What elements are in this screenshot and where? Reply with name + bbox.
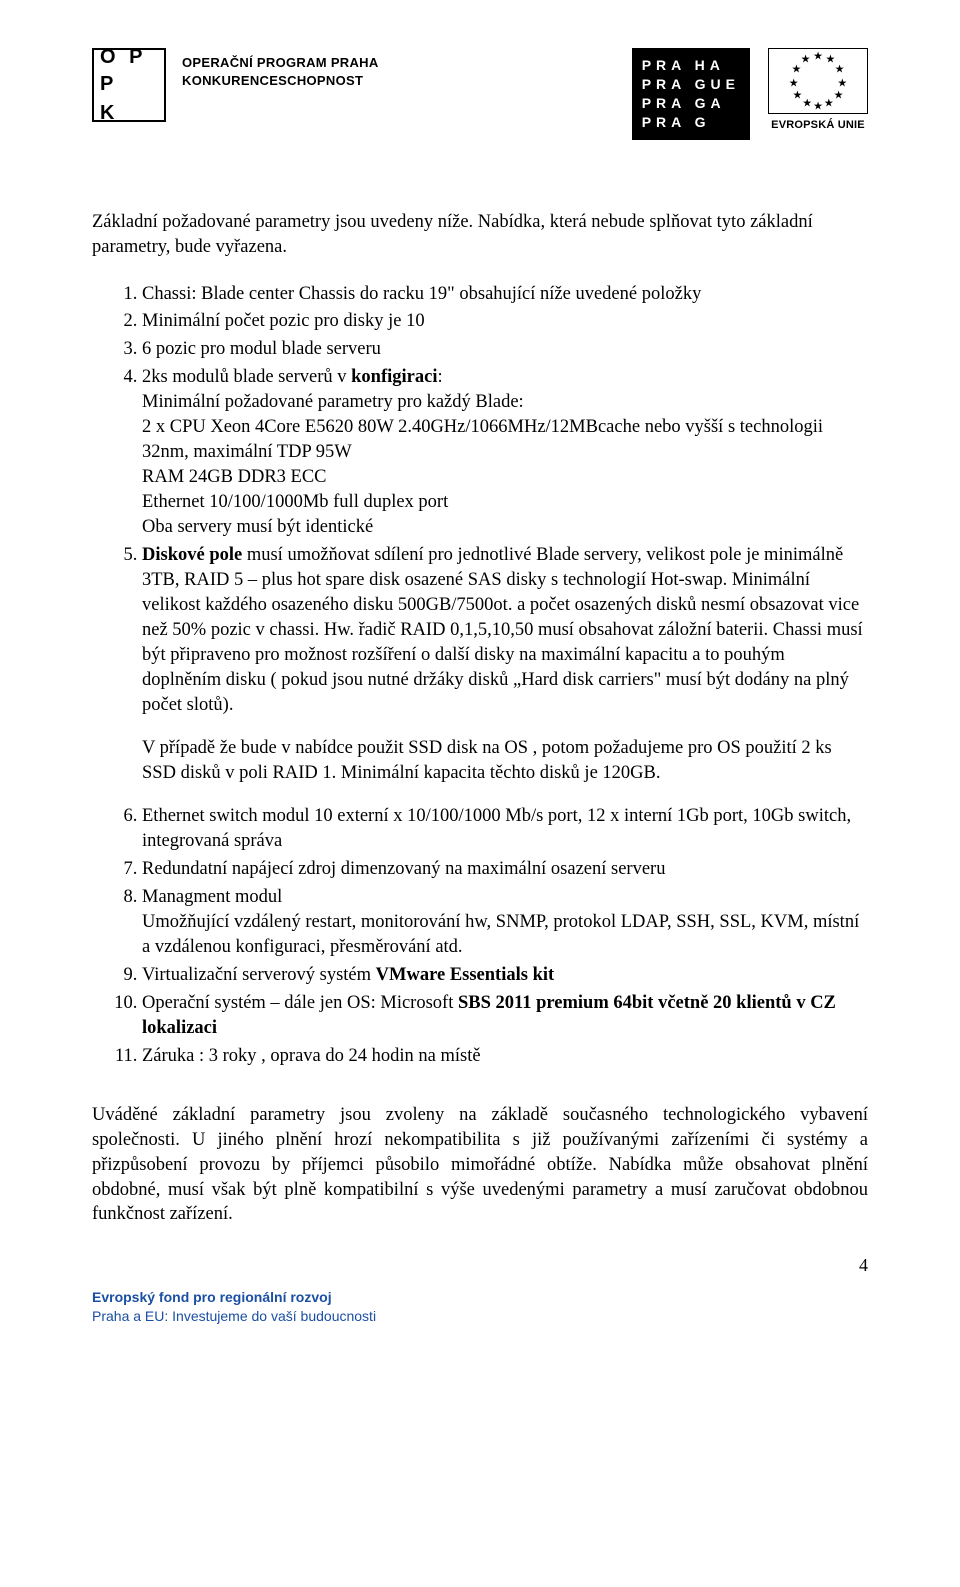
item-text: Managment modul xyxy=(142,887,282,907)
right-logos: PRA HA PRA GUE PRA GA PRA G ★ ★ ★ ★ ★ ★ … xyxy=(632,48,868,140)
item-text: Operační systém – dále jen OS: Microsoft xyxy=(142,993,458,1013)
item-text: musí umožňovat sdílení pro jednotlivé Bl… xyxy=(142,545,863,715)
item-text: : xyxy=(437,367,442,387)
item-text: Minimální počet pozic pro disky je 10 xyxy=(142,311,425,331)
opp-box-row2: K xyxy=(100,100,158,127)
page-number: 4 xyxy=(92,1253,868,1277)
sub-line: 2 x CPU Xeon 4Core E5620 80W 2.40GHz/106… xyxy=(142,415,868,465)
sub-block: Umožňující vzdálený restart, monitorován… xyxy=(142,910,868,960)
opp-text-line1: OPERAČNÍ PROGRAM PRAHA xyxy=(182,54,379,72)
list-item: Ethernet switch modul 10 externí x 10/10… xyxy=(142,804,868,854)
sub-line: Ethernet 10/100/1000Mb full duplex port xyxy=(142,490,868,515)
item-text: Záruka : 3 roky , oprava do 24 hodin na … xyxy=(142,1046,481,1066)
list-item: Redundatní napájecí zdroj dimenzovaný na… xyxy=(142,857,868,882)
item-text: Virtualizační serverový systém xyxy=(142,965,376,985)
item-bold: konfigiraci xyxy=(351,367,437,387)
opp-text: OPERAČNÍ PROGRAM PRAHA KONKURENCESCHOPNO… xyxy=(182,48,379,89)
footer-blue-line2: Praha a EU: Investujeme do vaší budoucno… xyxy=(92,1307,868,1327)
sub-line: Minimální požadované parametry pro každý… xyxy=(142,390,868,415)
ssd-paragraph: V případě že bude v nabídce použit SSD d… xyxy=(142,736,868,786)
footer-blue: Evropský fond pro regionální rozvoj Prah… xyxy=(92,1288,868,1327)
eu-logo: ★ ★ ★ ★ ★ ★ ★ ★ ★ ★ ★ ★ EVROPSKÁ UNIE xyxy=(768,48,868,133)
footer-paragraph: Uváděné základní parametry jsou zvoleny … xyxy=(92,1103,868,1228)
footer-blue-line1: Evropský fond pro regionální rozvoj xyxy=(92,1288,868,1308)
intro-paragraph: Základní požadované parametry jsou uvede… xyxy=(92,210,868,260)
item-text: Ethernet switch modul 10 externí x 10/10… xyxy=(142,806,851,851)
list-item: Záruka : 3 roky , oprava do 24 hodin na … xyxy=(142,1044,868,1069)
item-text: Redundatní napájecí zdroj dimenzovaný na… xyxy=(142,859,665,879)
eu-stars-icon: ★ ★ ★ ★ ★ ★ ★ ★ ★ ★ ★ ★ xyxy=(791,54,845,108)
sub-block: Minimální požadované parametry pro každý… xyxy=(142,390,868,540)
list-item: Virtualizační serverový systém VMware Es… xyxy=(142,963,868,988)
opp-text-line2: KONKURENCESCHOPNOST xyxy=(182,72,379,90)
praha-logo: PRA HA PRA GUE PRA GA PRA G xyxy=(632,48,750,140)
logo-opp: O P P K OPERAČNÍ PROGRAM PRAHA KONKURENC… xyxy=(92,48,379,122)
item-text: 6 pozic pro modul blade serveru xyxy=(142,339,381,359)
praha-line: PRA HA xyxy=(642,56,740,75)
sub-line: Oba servery musí být identické xyxy=(142,515,868,540)
list-item: Managment modul Umožňující vzdálený rest… xyxy=(142,885,868,960)
item-text: Chassi: Blade center Chassis do racku 19… xyxy=(142,284,701,304)
requirements-list: Chassi: Blade center Chassis do racku 19… xyxy=(92,282,868,718)
praha-line: PRA GA xyxy=(642,94,740,113)
list-item: Minimální počet pozic pro disky je 10 xyxy=(142,309,868,334)
item-bold: VMware Essentials kit xyxy=(376,965,555,985)
list-item: 6 pozic pro modul blade serveru xyxy=(142,337,868,362)
sub-line: Umožňující vzdálený restart, monitorován… xyxy=(142,910,868,960)
list-item: 2ks modulů blade serverů v konfigiraci: … xyxy=(142,365,868,540)
list-item: Chassi: Blade center Chassis do racku 19… xyxy=(142,282,868,307)
sub-line: RAM 24GB DDR3 ECC xyxy=(142,465,868,490)
list-item: Operační systém – dále jen OS: Microsoft… xyxy=(142,991,868,1041)
list-item: Diskové pole musí umožňovat sdílení pro … xyxy=(142,543,868,718)
opp-box-row1: O P P xyxy=(100,44,158,98)
eu-label: EVROPSKÁ UNIE xyxy=(771,118,865,133)
eu-flag-icon: ★ ★ ★ ★ ★ ★ ★ ★ ★ ★ ★ ★ xyxy=(768,48,868,114)
header-logos: O P P K OPERAČNÍ PROGRAM PRAHA KONKURENC… xyxy=(92,48,868,140)
praha-line: PRA GUE xyxy=(642,75,740,94)
opp-box-icon: O P P K xyxy=(92,48,166,122)
requirements-list-cont: Ethernet switch modul 10 externí x 10/10… xyxy=(92,804,868,1069)
praha-line: PRA G xyxy=(642,113,740,132)
item-text: 2ks modulů blade serverů v xyxy=(142,367,351,387)
item-bold: Diskové pole xyxy=(142,545,242,565)
